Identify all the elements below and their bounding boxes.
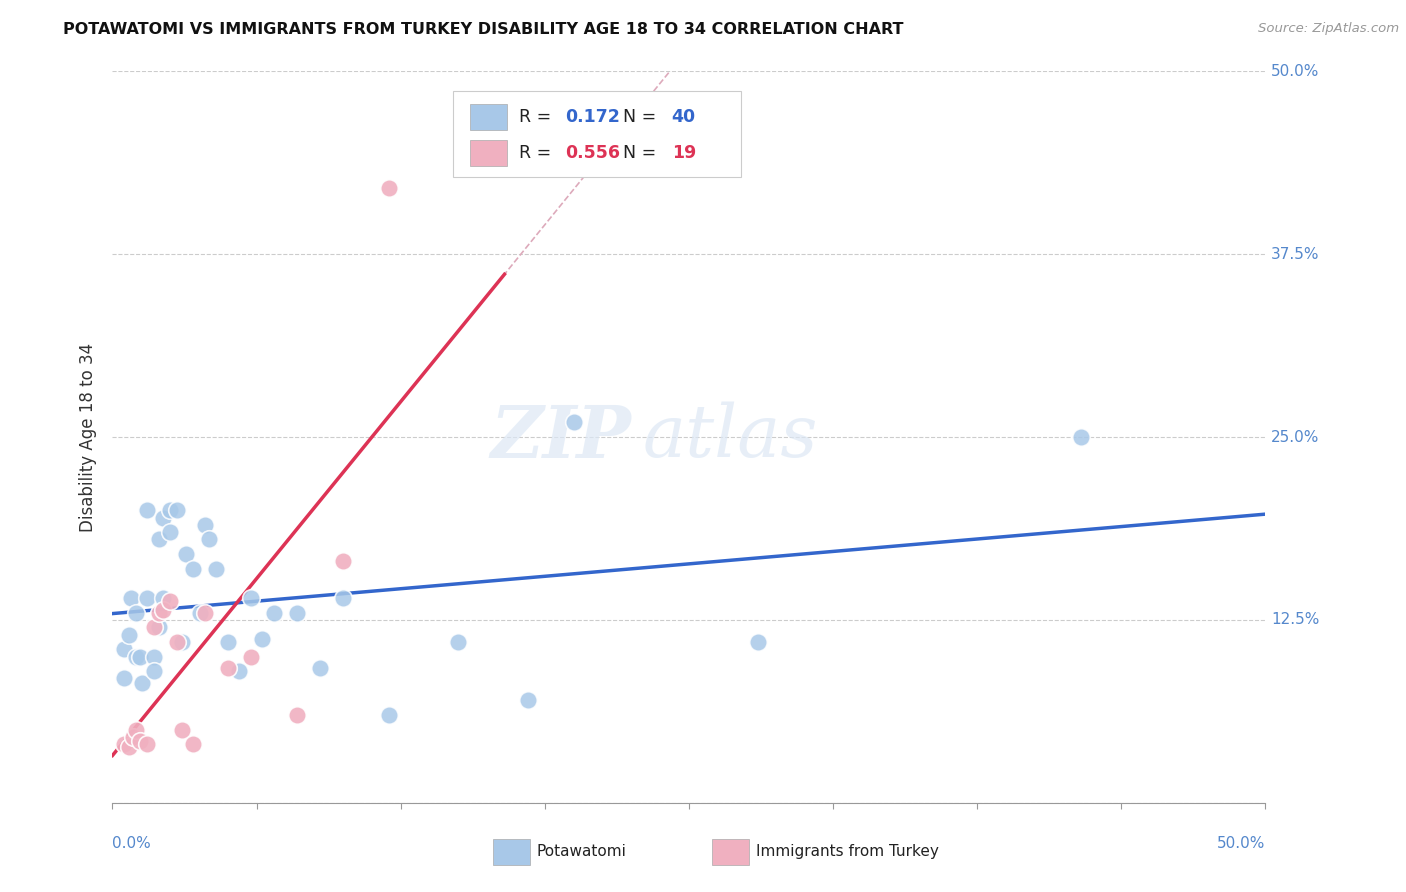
Point: [166, 635, 188, 649]
Point: [143, 649, 166, 664]
Point: [122, 730, 145, 744]
Point: [378, 181, 401, 195]
Point: [131, 676, 153, 690]
Point: [166, 503, 188, 517]
Text: 37.5%: 37.5%: [1271, 247, 1320, 261]
Point: [309, 661, 332, 675]
Text: 40: 40: [672, 108, 696, 126]
FancyBboxPatch shape: [470, 103, 506, 130]
Point: [124, 606, 146, 620]
Point: [124, 649, 146, 664]
Point: [129, 649, 152, 664]
Point: [129, 734, 152, 748]
Point: [198, 533, 221, 547]
Point: [252, 632, 274, 646]
Point: [194, 517, 217, 532]
FancyBboxPatch shape: [470, 140, 506, 167]
Point: [181, 737, 204, 751]
Point: [332, 554, 354, 568]
Point: [112, 737, 135, 751]
Text: 0.556: 0.556: [565, 145, 620, 162]
Point: [217, 661, 239, 675]
Point: [136, 591, 159, 605]
Point: [170, 635, 193, 649]
Text: ZIP: ZIP: [491, 401, 631, 473]
Point: [112, 672, 135, 686]
Y-axis label: Disability Age 18 to 34: Disability Age 18 to 34: [79, 343, 97, 532]
Text: Potawatomi: Potawatomi: [537, 845, 627, 859]
Text: 12.5%: 12.5%: [1271, 613, 1320, 627]
Point: [170, 723, 193, 737]
Point: [239, 591, 262, 605]
Point: [136, 737, 159, 751]
Text: 50.0%: 50.0%: [1271, 64, 1320, 78]
Text: 0.172: 0.172: [565, 108, 620, 126]
Point: [217, 635, 239, 649]
Point: [159, 503, 181, 517]
Point: [516, 693, 538, 707]
Point: [148, 620, 170, 634]
Point: [143, 620, 166, 634]
Point: [174, 547, 197, 561]
Point: [148, 533, 170, 547]
Point: [152, 603, 174, 617]
Point: [159, 525, 181, 540]
Point: [332, 591, 354, 605]
Point: [285, 606, 308, 620]
Point: [228, 664, 250, 678]
Point: [263, 606, 285, 620]
Text: R =: R =: [519, 108, 557, 126]
Point: [120, 591, 142, 605]
Point: [136, 503, 159, 517]
Text: N =: N =: [623, 145, 662, 162]
Point: [181, 562, 204, 576]
FancyBboxPatch shape: [494, 838, 530, 865]
Point: [117, 627, 139, 641]
Point: [124, 723, 146, 737]
Text: POTAWATOMI VS IMMIGRANTS FROM TURKEY DISABILITY AGE 18 TO 34 CORRELATION CHART: POTAWATOMI VS IMMIGRANTS FROM TURKEY DIS…: [63, 22, 904, 37]
Point: [205, 562, 228, 576]
Text: 25.0%: 25.0%: [1271, 430, 1320, 444]
Point: [188, 606, 211, 620]
FancyBboxPatch shape: [453, 91, 741, 178]
Point: [152, 591, 174, 605]
Point: [447, 635, 470, 649]
Text: atlas: atlas: [643, 401, 818, 473]
Point: [194, 606, 217, 620]
Point: [148, 606, 170, 620]
Point: [747, 635, 769, 649]
Point: [1070, 430, 1092, 444]
Point: [239, 649, 262, 664]
Point: [143, 664, 166, 678]
Point: [117, 740, 139, 755]
Text: Source: ZipAtlas.com: Source: ZipAtlas.com: [1258, 22, 1399, 36]
Point: [159, 594, 181, 608]
Text: 0.0%: 0.0%: [112, 836, 152, 851]
Text: R =: R =: [519, 145, 557, 162]
Text: 19: 19: [672, 145, 696, 162]
Text: Immigrants from Turkey: Immigrants from Turkey: [756, 845, 939, 859]
Text: 50.0%: 50.0%: [1218, 836, 1265, 851]
Point: [285, 708, 308, 723]
Text: N =: N =: [623, 108, 662, 126]
Point: [562, 416, 585, 430]
Point: [152, 510, 174, 524]
FancyBboxPatch shape: [711, 838, 749, 865]
Point: [112, 642, 135, 657]
Point: [378, 708, 401, 723]
